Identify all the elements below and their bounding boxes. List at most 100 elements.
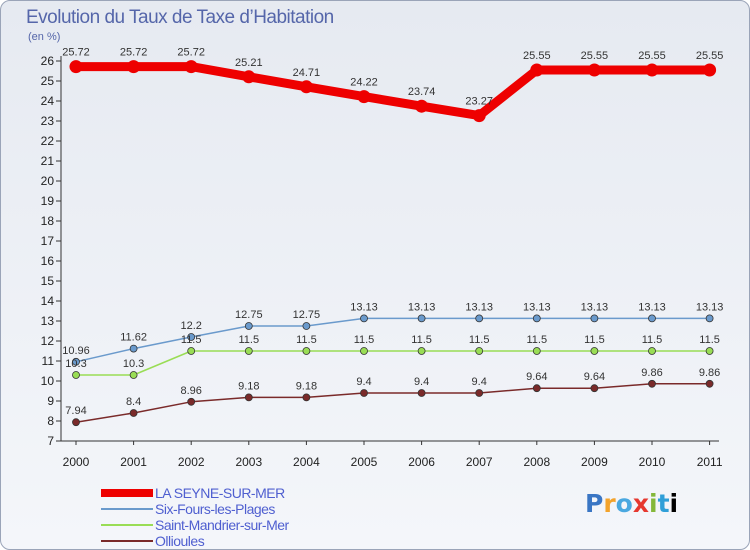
- data-point: [129, 344, 138, 353]
- data-label: 11.5: [699, 334, 720, 346]
- data-point: [244, 347, 253, 355]
- data-label: 11.5: [469, 334, 490, 346]
- data-label: 24.22: [350, 77, 378, 89]
- data-label: 8.96: [180, 385, 201, 397]
- data-point: [302, 322, 311, 330]
- data-point: [302, 347, 311, 355]
- y-axis-unit-label: (en %): [28, 31, 61, 43]
- data-label: 12.75: [235, 309, 263, 321]
- x-tick-label: 2004: [293, 455, 320, 469]
- data-point: [590, 384, 599, 393]
- legend-swatch: [101, 524, 153, 526]
- data-label: 11.5: [296, 334, 317, 346]
- y-tick-label: 9: [47, 394, 54, 408]
- data-label: 13.13: [408, 301, 436, 313]
- data-point: [415, 99, 429, 113]
- y-tick-label: 16: [41, 254, 55, 268]
- y-tick-label: 26: [41, 54, 55, 68]
- x-tick-label: 2005: [351, 455, 378, 469]
- data-point: [187, 333, 196, 341]
- legend-label: Saint-Mandrier-sur-Mer: [155, 517, 289, 533]
- data-point: [187, 347, 196, 355]
- y-tick-label: 8: [47, 414, 54, 428]
- y-tick-label: 24: [41, 94, 55, 108]
- data-label: 11.5: [527, 334, 548, 346]
- data-point: [648, 347, 656, 355]
- data-point: [590, 314, 599, 323]
- data-point: [648, 314, 656, 323]
- data-point: [184, 60, 198, 74]
- data-label: 25.72: [120, 47, 148, 59]
- data-point: [127, 60, 141, 74]
- data-point: [129, 371, 138, 379]
- data-point: [472, 109, 486, 123]
- data-point: [357, 90, 371, 104]
- data-point: [360, 314, 368, 323]
- data-label: 11.5: [584, 334, 605, 346]
- data-point: [475, 347, 484, 355]
- legend-swatch: [101, 489, 153, 497]
- data-point: [532, 384, 541, 393]
- data-point: [417, 389, 426, 397]
- data-label: 9.4: [472, 376, 487, 388]
- data-point: [705, 347, 714, 355]
- y-tick-label: 25: [41, 74, 55, 88]
- data-label: 25.55: [581, 50, 609, 62]
- data-point: [72, 357, 80, 366]
- data-point: [475, 314, 484, 323]
- x-tick-label: 2009: [581, 455, 608, 469]
- data-label: 23.74: [408, 86, 436, 98]
- x-tick-label: 2003: [235, 455, 262, 469]
- data-point: [69, 60, 83, 74]
- data-label: 13.13: [350, 301, 378, 313]
- data-label: 11.5: [181, 334, 202, 346]
- chart-title: Evolution du Taux de Taxe d’Habitation: [26, 7, 334, 28]
- data-label: 25.72: [62, 47, 90, 59]
- x-tick-label: 2010: [639, 455, 666, 469]
- x-tick-label: 2001: [120, 455, 147, 469]
- x-tick-label: 2007: [466, 455, 493, 469]
- x-tick-label: 2006: [408, 455, 435, 469]
- data-point: [299, 80, 313, 94]
- data-point: [242, 70, 256, 84]
- data-label: 13.13: [638, 301, 666, 313]
- y-tick-label: 20: [41, 174, 55, 188]
- data-point: [244, 393, 253, 402]
- data-point: [72, 371, 80, 379]
- data-point: [417, 314, 426, 323]
- x-tick-label: 2008: [523, 455, 550, 469]
- data-label: 9.4: [414, 376, 429, 388]
- data-point: [244, 322, 253, 330]
- legend-swatch: [101, 540, 153, 542]
- data-label: 12.75: [293, 309, 321, 321]
- data-label: 10.3: [123, 358, 144, 370]
- y-tick-label: 22: [41, 134, 55, 148]
- y-tick-label: 14: [41, 294, 55, 308]
- data-label: 9.18: [238, 380, 259, 392]
- data-point: [530, 63, 544, 77]
- data-point: [703, 63, 717, 77]
- legend-label: Ollioules: [155, 533, 205, 549]
- series-line: [71, 62, 715, 121]
- y-tick-label: 17: [41, 234, 55, 248]
- y-tick-label: 12: [41, 334, 55, 348]
- data-label: 25.55: [696, 50, 724, 62]
- data-label: 8.4: [126, 396, 141, 408]
- data-label: 25.55: [523, 50, 551, 62]
- data-point: [360, 347, 368, 355]
- proxiti-logo: Proxiti: [585, 489, 679, 518]
- data-label: 9.18: [296, 380, 317, 392]
- data-label: 11.5: [642, 334, 663, 346]
- data-label: 13.13: [523, 301, 551, 313]
- data-label: 9.4: [356, 376, 371, 388]
- legend-label: Six-Fours-les-Plages: [155, 501, 275, 517]
- data-point: [129, 409, 138, 417]
- y-tick-label: 11: [42, 354, 55, 368]
- data-label: 13.13: [581, 301, 609, 313]
- data-point: [360, 389, 368, 397]
- data-point: [648, 379, 656, 388]
- data-label: 12.2: [180, 320, 201, 332]
- data-point: [302, 393, 311, 402]
